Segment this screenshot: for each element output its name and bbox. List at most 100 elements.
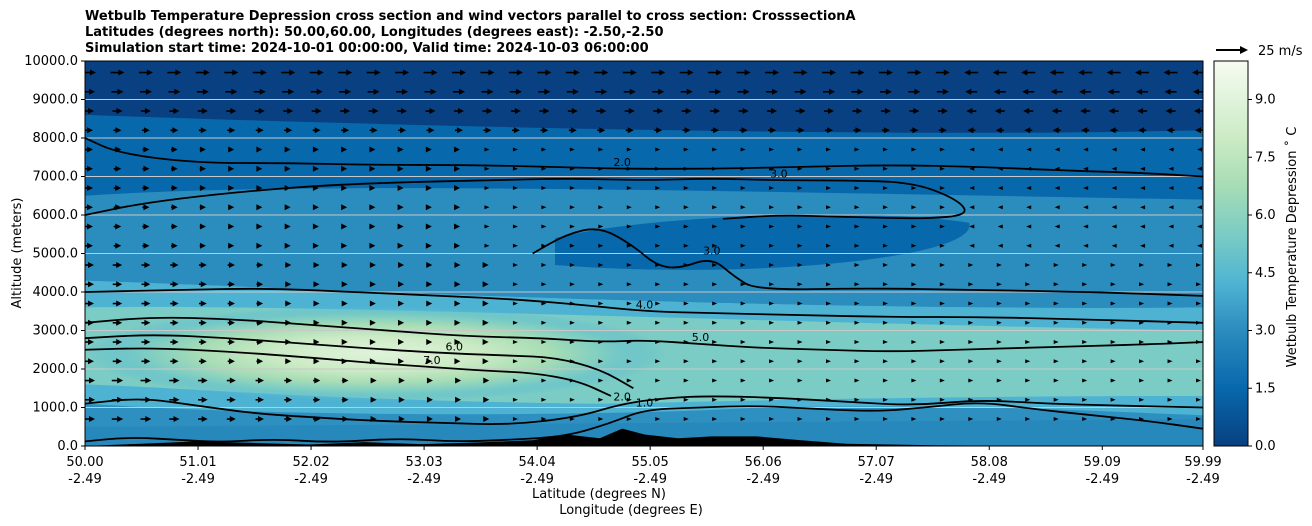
wind-vector-head <box>626 282 632 287</box>
wind-vector-head <box>1053 378 1059 383</box>
wind-vector-head <box>484 205 490 210</box>
wind-vector-head <box>712 186 718 191</box>
y-tick-label: 1000.0 <box>33 401 79 416</box>
wind-vector-head <box>116 108 123 115</box>
y-tick-label: 6000.0 <box>33 208 79 223</box>
wind-vector-head <box>1026 205 1032 210</box>
wind-vector-head <box>512 340 518 345</box>
wind-vector-head <box>145 377 152 384</box>
wind-vector-head <box>740 205 746 210</box>
x-tick-label-lat: 57.07 <box>858 455 895 470</box>
wind-vector-head <box>143 223 150 230</box>
wind-vector-head <box>1139 378 1145 383</box>
wind-vector-head <box>286 127 293 134</box>
wind-vector-head <box>312 185 319 192</box>
wind-vector-head <box>485 127 492 134</box>
wind-vector-head <box>712 397 718 402</box>
wind-vector-head <box>512 243 518 248</box>
wind-vector-head <box>1196 397 1201 402</box>
wind-vector-head <box>397 185 404 192</box>
wind-vector-head <box>685 108 692 115</box>
wind-vector-head <box>1107 88 1114 95</box>
wind-vector-head <box>797 282 803 287</box>
wind-vector-head <box>256 204 263 211</box>
x-tick-label-lon: -2.49 <box>633 472 667 487</box>
wind-vector-head <box>1054 186 1060 191</box>
wind-vector-head <box>994 108 1001 115</box>
wind-vector-head <box>199 223 206 230</box>
wind-vector-head <box>313 319 320 326</box>
wind-vector-head <box>541 166 547 171</box>
wind-vector-head <box>966 108 973 115</box>
wind-vector-head <box>229 396 236 403</box>
wind-vector-head <box>483 416 490 423</box>
wind-vector-head <box>941 108 948 115</box>
wind-vector-head <box>911 359 917 364</box>
wind-vector-head <box>826 378 831 383</box>
wind-vector-head <box>1053 263 1059 268</box>
wind-vector-head <box>939 320 945 325</box>
wind-vector-head <box>88 108 94 115</box>
wind-vector-head <box>116 319 123 326</box>
wind-vector-head <box>89 377 95 384</box>
wind-vector-head <box>626 359 632 364</box>
wind-vector-head <box>1081 127 1088 134</box>
wind-vector-head <box>769 282 775 287</box>
wind-vector-head <box>1111 147 1117 152</box>
wind-vector-head <box>257 262 264 269</box>
wind-vector-head <box>1082 263 1088 268</box>
wind-vector-head <box>740 320 746 325</box>
wind-vector-head <box>715 88 722 95</box>
wind-vector-head <box>826 359 831 364</box>
wind-vector-head <box>1167 320 1173 325</box>
x-tick-label-lat: 53.03 <box>405 455 442 470</box>
wind-vector-head <box>912 127 919 134</box>
wind-vector-head <box>826 243 831 248</box>
wind-vector-head <box>115 223 122 230</box>
wind-vector-head <box>482 319 489 326</box>
wind-vector-head <box>257 281 264 288</box>
wind-vector-head <box>769 397 775 402</box>
wind-vector-head <box>257 396 264 403</box>
wind-vector-head <box>854 224 860 229</box>
x-tick-label-lon: -2.49 <box>294 472 328 487</box>
wind-vector-head <box>228 319 235 326</box>
wind-vector-head <box>115 204 122 211</box>
wind-vector-head <box>882 263 888 268</box>
wind-vector-head <box>454 319 461 326</box>
wind-vector-head <box>398 262 405 269</box>
wind-vector-head <box>256 185 263 192</box>
wind-vector-head <box>398 358 405 365</box>
wind-vector-head <box>1111 243 1117 248</box>
wind-vector-head <box>1026 224 1032 229</box>
wind-vector-head <box>398 281 405 288</box>
wind-vector-head <box>797 378 803 383</box>
wind-vector-head <box>88 339 94 346</box>
colorbar-tick-label: 3.0 <box>1255 324 1276 339</box>
wind-vector-head <box>315 108 322 115</box>
wind-vector-head <box>995 127 1002 134</box>
quiver-key-label: 25 m/s <box>1258 44 1303 59</box>
wind-vector-head <box>1023 108 1030 115</box>
wind-vector-head <box>1139 340 1145 345</box>
wind-vector-head <box>484 166 490 171</box>
wind-vector-head <box>202 88 209 95</box>
wind-vector-head <box>683 397 689 402</box>
wind-vector-head <box>116 281 123 288</box>
wind-vector-head <box>314 396 321 403</box>
wind-vector-head <box>939 224 945 229</box>
x-tick-label-lat: 51.01 <box>179 455 216 470</box>
wind-vector-head <box>512 417 518 422</box>
wind-vector-head <box>1111 166 1117 171</box>
wind-vector-head <box>968 282 974 287</box>
wind-vector-head <box>88 262 94 269</box>
contour-line <box>85 316 1203 353</box>
wind-vector-head <box>598 397 604 402</box>
wind-vector-head <box>459 88 465 95</box>
wind-vector-head <box>1168 224 1174 229</box>
contour-line <box>532 228 1203 297</box>
wind-vector-head <box>454 204 461 211</box>
wind-vector-head <box>1082 301 1088 306</box>
wind-vector-head <box>284 146 291 153</box>
wind-vector-head <box>939 186 945 191</box>
